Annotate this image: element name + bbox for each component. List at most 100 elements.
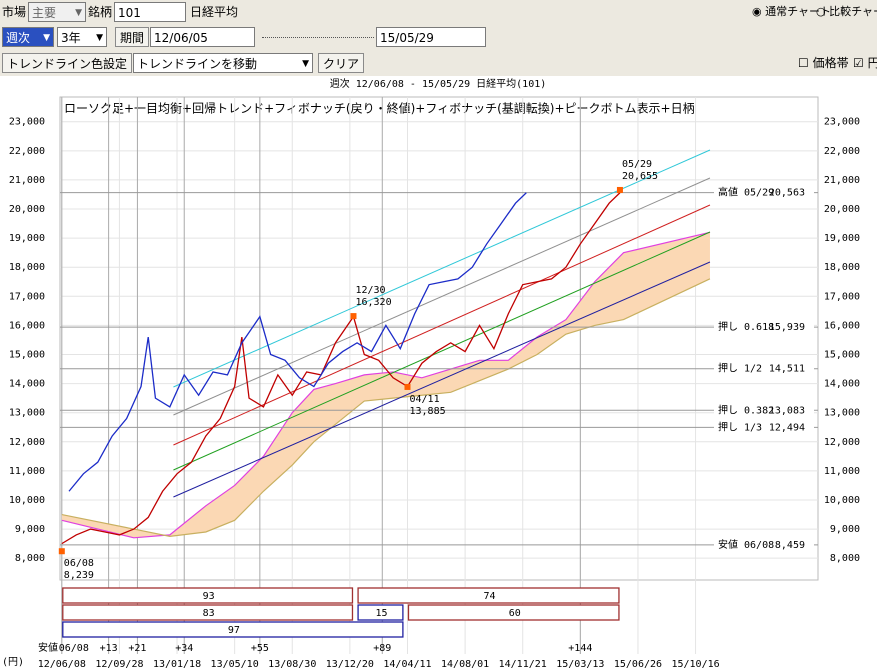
trend-line: [173, 231, 711, 471]
price-band-check[interactable]: ☐ 価格帯: [798, 56, 849, 70]
x-tick-label: 13/08/30: [268, 659, 316, 670]
level-value: 12,494: [769, 422, 805, 433]
y-tick-label: 11,000: [9, 466, 45, 477]
slider[interactable]: [262, 27, 374, 38]
count-box: [357, 587, 620, 604]
peak-marker: [58, 548, 65, 555]
y-tick-label: 20,000: [9, 204, 45, 215]
radio-compare-label: 比較チャート: [829, 5, 877, 18]
peak-date: 04/11: [409, 394, 439, 405]
chart: 週次 12/06/08 - 15/05/29 日経平均(101) ローソク足+一…: [0, 76, 877, 672]
y-tick-label-right: 21,000: [824, 175, 860, 186]
price-line: [68, 192, 527, 492]
x-tick-label: 15/06/26: [614, 659, 662, 670]
yen-check[interactable]: ☑ 円: [853, 53, 877, 73]
peak-marker: [404, 383, 411, 390]
peak-date: 06/08: [64, 558, 94, 569]
cloud-fill: [61, 232, 710, 538]
x-tick-label: 13/05/10: [211, 659, 259, 670]
y-tick-label: 18,000: [9, 262, 45, 273]
y-tick-label: 16,000: [9, 320, 45, 331]
x-tick-label: 14/11/21: [499, 659, 547, 670]
trend-color-button[interactable]: トレンドライン色設定: [2, 53, 133, 73]
level-label: 押し 1/2: [718, 362, 762, 375]
peak-marker: [350, 313, 357, 320]
end-input[interactable]: 15/05/29: [376, 27, 486, 47]
x-tick-label: 15/03/13: [556, 659, 604, 670]
level-value: 14,511: [769, 364, 805, 375]
chart-title: ローソク足+一目均衡+回帰トレンド+フィボナッチ(戻り・終値)+フィボナッチ(基…: [64, 101, 695, 116]
y-tick-label-right: 23,000: [824, 117, 860, 128]
y-tick-label: 14,000: [9, 379, 45, 390]
y-tick-label-right: 19,000: [824, 233, 860, 244]
price-band-label: 価格帯: [812, 56, 849, 70]
y-tick-label: 15,000: [9, 350, 45, 361]
yen-label: 円: [867, 56, 877, 70]
chart-header: 週次 12/06/08 - 15/05/29 日経平均(101): [330, 77, 547, 90]
y-tick-label-right: 15,000: [824, 350, 860, 361]
code-input[interactable]: 101: [114, 2, 186, 22]
level-value: 13,083: [769, 405, 805, 416]
cycle-tick-label: 06/08: [59, 643, 89, 654]
cycle-tick-label: +89: [373, 643, 391, 654]
level-label: 押し 0.382: [718, 403, 774, 416]
count-box: [62, 587, 354, 604]
x-tick-label: 12/06/08: [38, 659, 86, 670]
radio-normal-label: 通常チャート: [765, 5, 831, 18]
level-label: 安値 06/08: [718, 538, 774, 551]
radio-compare[interactable]: ○ 比較チャート: [816, 2, 877, 22]
market-select[interactable]: 主要: [28, 2, 86, 23]
level-value: 15,939: [769, 322, 805, 333]
y-tick-label-right: 9,000: [830, 524, 860, 535]
x-tick-label: 15/10/16: [671, 659, 719, 670]
toolbar: 市場 主要 銘柄 101 日経平均 ◉ 通常チャート ○ 比較チャート 週次 3…: [0, 0, 877, 76]
y-tick-label-right: 22,000: [824, 146, 860, 157]
y-tick-label-right: 12,000: [824, 437, 860, 448]
stock-name: 日経平均: [190, 5, 239, 19]
peak-date: 12/30: [355, 285, 385, 296]
x-tick-label: 12/09/28: [95, 659, 143, 670]
level-label: 高値 05/29: [718, 186, 774, 199]
y-tick-label: 23,000: [9, 117, 45, 128]
peak-value: 20,655: [622, 171, 658, 182]
level-label: 押し 1/3: [718, 420, 762, 433]
y-unit: (円): [2, 657, 24, 668]
cloud-span-b: [61, 278, 711, 537]
trend-move-select[interactable]: トレンドラインを移動: [133, 53, 313, 74]
y-tick-label: 10,000: [9, 495, 45, 506]
peak-value: 8,239: [64, 570, 94, 581]
y-tick-label-right: 20,000: [824, 204, 860, 215]
level-label: 押し 0.618: [718, 320, 774, 333]
peak-value: 13,885: [409, 406, 445, 417]
trend-line: [173, 261, 711, 498]
unit-select[interactable]: 週次: [2, 27, 54, 48]
level-label-bg: [714, 186, 814, 199]
cycle-tick-label: +55: [251, 643, 269, 654]
start-input[interactable]: 12/06/05: [150, 27, 255, 47]
y-tick-label: 21,000: [9, 175, 45, 186]
y-tick-label: 9,000: [15, 524, 45, 535]
level-label-bg: [714, 421, 814, 434]
count-text: 15: [375, 608, 387, 619]
span-select[interactable]: 3年: [57, 27, 107, 48]
y-tick-label-right: 8,000: [830, 553, 860, 564]
peak-date: 05/29: [622, 159, 652, 170]
y-tick-label: 19,000: [9, 233, 45, 244]
count-text: 60: [509, 608, 521, 619]
radio-normal[interactable]: ◉ 通常チャート: [752, 5, 831, 18]
period-button[interactable]: 期間: [115, 27, 150, 47]
market-label: 市場: [2, 5, 27, 19]
y-tick-label-right: 18,000: [824, 262, 860, 273]
y-tick-label-right: 17,000: [824, 291, 860, 302]
peak-value: 16,320: [355, 297, 391, 308]
count-box: [62, 621, 404, 638]
count-box: [357, 604, 404, 621]
code-label: 銘柄: [88, 5, 113, 19]
plot-frame: [59, 96, 819, 581]
level-label-bg: [714, 404, 814, 417]
clear-button[interactable]: クリア: [318, 53, 365, 73]
y-tick-label: 22,000: [9, 146, 45, 157]
count-box: [62, 604, 354, 621]
y-tick-label: 12,000: [9, 437, 45, 448]
